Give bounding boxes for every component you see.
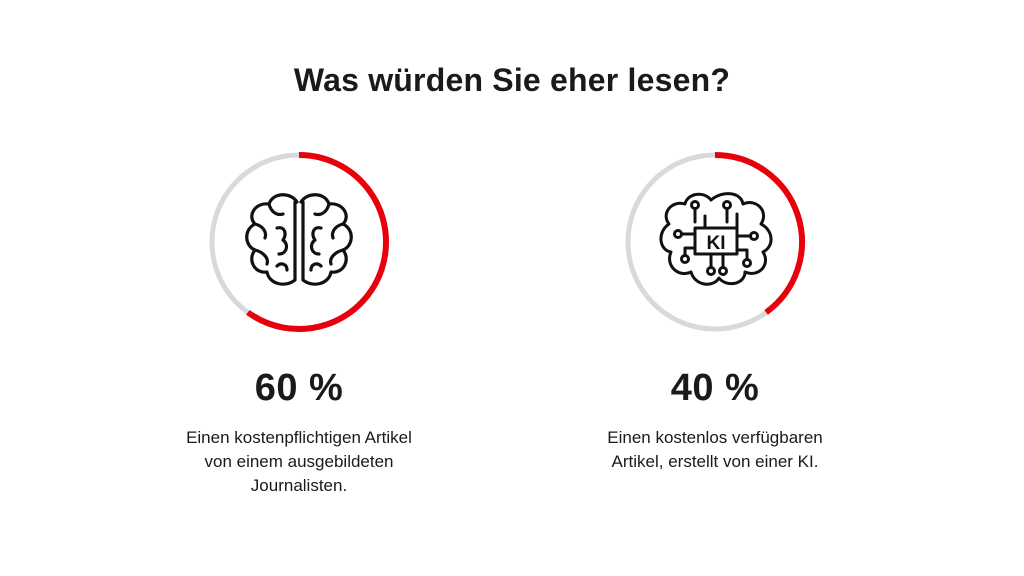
description-line: Artikel, erstellt von einer KI. xyxy=(611,452,819,471)
percent-value-ki: 40 % xyxy=(670,367,760,409)
brain-icon xyxy=(245,193,353,286)
percent-value-journalist: 60 % xyxy=(254,367,344,409)
description-line: von einem ausgebildeten xyxy=(204,452,394,471)
description-line: Journalisten. xyxy=(250,476,348,495)
progress-ring-ki: KI xyxy=(620,147,810,337)
description-journalist: Einen kostenpflichtigen Artikel von eine… xyxy=(129,426,469,498)
ring-progress-arc xyxy=(714,152,805,315)
chart-title: Was würden Sie eher lesen? xyxy=(293,62,731,98)
ring-progress-arc xyxy=(246,152,389,332)
progress-ring-journalist xyxy=(204,147,394,337)
description-ki: Einen kostenlos verfügbaren Artikel, ers… xyxy=(545,426,885,474)
description-line: Einen kostenpflichtigen Artikel xyxy=(186,428,412,447)
chip-label: KI xyxy=(707,233,726,254)
description-line: Einen kostenlos verfügbaren xyxy=(607,428,823,447)
ai-brain-circuit-icon: KI xyxy=(659,192,773,286)
